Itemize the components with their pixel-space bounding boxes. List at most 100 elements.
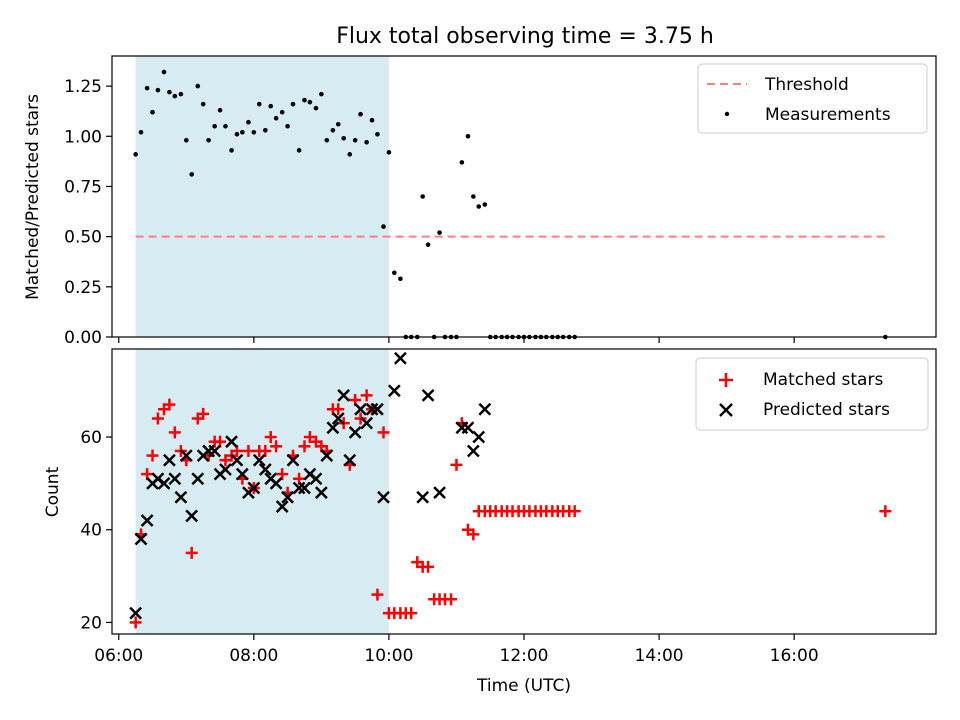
measurement-point <box>465 133 471 139</box>
bottom-axes-frame <box>111 348 937 635</box>
matched-star-point <box>219 454 232 467</box>
measurement-point <box>398 276 403 282</box>
predicted-star-point <box>174 490 188 504</box>
bottom-x-tick-label: 08:00 <box>229 646 278 666</box>
predicted-star-point <box>354 402 367 416</box>
matched-star-point <box>303 431 316 444</box>
predicted-star-point <box>314 486 328 500</box>
count-points <box>129 351 892 629</box>
measurement-point <box>358 111 363 117</box>
predicted-star-point <box>478 402 492 416</box>
predicted-star-point <box>225 435 238 449</box>
top-y-tick-label: 0.25 <box>64 278 102 298</box>
measurement-point <box>386 150 392 155</box>
bottom-x-tick-label: 14:00 <box>635 646 684 666</box>
predicted-star-point <box>461 421 475 435</box>
predicted-star-point <box>292 481 306 495</box>
measurement-point <box>178 91 184 97</box>
measurement-point <box>330 127 336 133</box>
bottom-x-tick-label: 10:00 <box>364 646 413 666</box>
matched-star-point <box>168 426 181 439</box>
matched-star-point <box>422 560 435 573</box>
measurement-point <box>161 69 167 75</box>
matched-star-point <box>568 505 581 518</box>
bottom-subplot: 20 40 60 06:00 08:00 10:00 12:00 14:00 16:00 Co… <box>43 348 937 696</box>
measurement-point <box>296 148 302 153</box>
measurement-point <box>172 93 178 99</box>
predicted-star-point <box>433 486 446 500</box>
measurement-point <box>251 129 257 135</box>
measurement-point <box>279 109 285 115</box>
matched-star-point <box>332 403 345 416</box>
measurement-point <box>256 101 262 107</box>
measurement-point <box>347 152 353 157</box>
measurement-point <box>150 109 155 115</box>
matched-star-point <box>264 431 277 444</box>
matched-star-point <box>270 440 283 453</box>
matched-star-point <box>445 593 458 606</box>
top-x-ticks <box>118 337 795 343</box>
predicted-star-point <box>179 449 193 462</box>
measurement-point <box>229 148 234 153</box>
predicted-star-point <box>387 384 401 398</box>
predicted-star-point <box>252 453 266 467</box>
measurement-point <box>240 129 245 135</box>
measurement-point <box>290 101 296 107</box>
measurement-point <box>425 242 431 247</box>
predicted-star-point <box>331 412 345 425</box>
legend-matched-marker <box>719 373 733 387</box>
matched-star-point <box>197 407 210 420</box>
predicted-star-point <box>134 532 148 546</box>
predicted-star-point <box>281 490 294 504</box>
predicted-star-point <box>219 463 232 476</box>
predicted-star-point <box>275 500 289 513</box>
measurement-point <box>352 138 358 143</box>
predicted-star-point <box>360 416 374 430</box>
predicted-star-point <box>343 453 357 467</box>
legend-predicted-marker <box>719 403 733 417</box>
chart-title: Flux total observing time = 3.75 h <box>336 24 714 49</box>
matched-star-point <box>405 607 418 620</box>
measurement-point <box>206 138 211 143</box>
legend-threshold-label: Threshold <box>764 75 849 95</box>
top-subplot: 0.00 0.25 0.50 0.75 1.00 1.25 Matched/Predict… <box>23 55 937 348</box>
measurement-point <box>381 224 386 229</box>
bottom-x-axis-label: Time (UTC) <box>476 676 571 696</box>
measurement-point <box>195 83 201 89</box>
measurement-point <box>133 152 138 157</box>
predicted-star-point <box>286 453 300 467</box>
measurement-point <box>482 202 488 207</box>
matched-star-point <box>276 468 289 481</box>
measurement-point <box>364 140 369 145</box>
top-y-axis-label: Matched/Predicted stars <box>23 94 43 300</box>
top-y-tick-label: 1.25 <box>64 77 102 97</box>
measurement-point <box>200 101 206 107</box>
matched-star-point <box>242 444 255 457</box>
predicted-star-point <box>371 402 384 416</box>
matched-star-point <box>467 528 480 541</box>
predicted-star-point <box>377 490 390 504</box>
top-y-tick-label: 0.50 <box>64 228 102 248</box>
measurement-point <box>420 194 425 199</box>
matched-star-point <box>298 440 311 453</box>
matched-star-point <box>146 449 159 462</box>
measurement-point <box>437 230 442 235</box>
matched-star-point <box>129 616 142 629</box>
matched-star-point <box>360 389 373 402</box>
top-shaded-region <box>135 56 389 337</box>
bottom-x-tick-label: 12:00 <box>500 646 549 666</box>
predicted-star-point <box>258 463 272 476</box>
measurement-point <box>223 123 228 129</box>
legend-measurement-marker <box>724 111 730 117</box>
measurement-point <box>335 121 341 127</box>
matched-star-point <box>163 398 176 411</box>
legend-measurements-label: Measurements <box>765 105 891 125</box>
measurement-point <box>144 85 150 91</box>
measurement-point <box>246 119 251 125</box>
bottom-legend-box <box>695 357 929 431</box>
measurement-point <box>341 135 346 141</box>
measurement-point <box>459 160 465 165</box>
predicted-star-point <box>320 449 334 462</box>
